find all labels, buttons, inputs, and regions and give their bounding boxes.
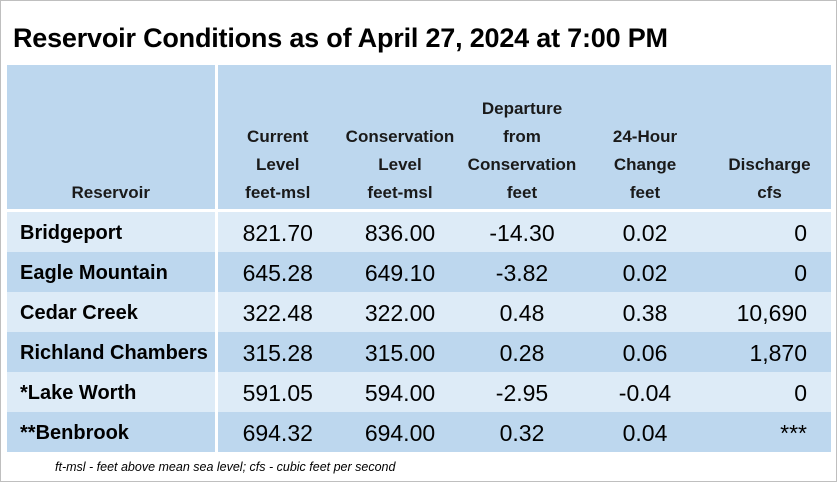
current-level-cell: 315.28 <box>216 332 338 372</box>
discharge-cell: *** <box>708 412 831 452</box>
current-level-cell: 591.05 <box>216 372 338 412</box>
change-cell: 0.04 <box>582 412 708 452</box>
col-header-line: Level <box>256 155 300 174</box>
current-level-cell: 821.70 <box>216 210 338 252</box>
col-header-conservation-level: Conservation Level feet-msl <box>338 65 462 211</box>
col-header-line: 24-Hour <box>612 127 678 146</box>
col-header-24-hour-change: 24-Hour Change feet <box>582 65 708 211</box>
conservation-level-cell: 649.10 <box>338 252 462 292</box>
page-title: Reservoir Conditions as of April 27, 202… <box>13 23 668 53</box>
table-row: **Benbrook 694.32 694.00 0.32 0.04 *** <box>7 412 831 452</box>
col-header-reservoir: Reservoir <box>7 65 218 211</box>
table-row: Cedar Creek 322.48 322.00 0.48 0.38 10,6… <box>7 292 831 332</box>
col-header-line: Conservation <box>345 127 455 146</box>
col-header-line: from <box>503 127 541 146</box>
footnote: ft-msl - feet above mean sea level; cfs … <box>55 460 396 474</box>
col-header-line: cfs <box>757 183 782 202</box>
conservation-level-cell: 836.00 <box>338 210 462 252</box>
conservation-level-cell: 322.00 <box>338 292 462 332</box>
col-header-discharge: Discharge cfs <box>708 65 831 211</box>
table-row: Bridgeport 821.70 836.00 -14.30 0.02 0 <box>7 210 831 252</box>
col-header-departure: Departure from Conservation feet <box>462 65 582 211</box>
change-cell: 0.06 <box>582 332 708 372</box>
col-header-line: Discharge <box>728 155 811 174</box>
discharge-cell: 0 <box>708 252 831 292</box>
col-header-line: Change <box>613 155 677 174</box>
discharge-cell: 0 <box>708 372 831 412</box>
col-header-line: Reservoir <box>71 183 150 202</box>
table-row: Eagle Mountain 645.28 649.10 -3.82 0.02 … <box>7 252 831 292</box>
change-cell: -0.04 <box>582 372 708 412</box>
departure-cell: -14.30 <box>462 210 582 252</box>
departure-cell: -2.95 <box>462 372 582 412</box>
current-level-cell: 694.32 <box>216 412 338 452</box>
discharge-cell: 1,870 <box>708 332 831 372</box>
table-row: Richland Chambers 315.28 315.00 0.28 0.0… <box>7 332 831 372</box>
current-level-cell: 322.48 <box>216 292 338 332</box>
conservation-level-cell: 315.00 <box>338 332 462 372</box>
departure-cell: -3.82 <box>462 252 582 292</box>
reservoir-table: Reservoir Current Level feet-msl Conserv… <box>7 65 831 452</box>
col-header-line: feet-msl <box>245 183 311 202</box>
discharge-cell: 0 <box>708 210 831 252</box>
conservation-level-cell: 694.00 <box>338 412 462 452</box>
departure-cell: 0.28 <box>462 332 582 372</box>
conservation-level-cell: 594.00 <box>338 372 462 412</box>
table-row: *Lake Worth 591.05 594.00 -2.95 -0.04 0 <box>7 372 831 412</box>
change-cell: 0.02 <box>582 210 708 252</box>
change-cell: 0.38 <box>582 292 708 332</box>
col-header-line: Conservation <box>467 155 577 174</box>
col-header-line: Departure <box>481 99 563 118</box>
reservoir-name: *Lake Worth <box>7 372 218 412</box>
col-header-line: Level <box>378 155 422 174</box>
reservoir-name: Eagle Mountain <box>7 252 218 292</box>
col-header-line: feet <box>506 183 538 202</box>
header-row: Reservoir Current Level feet-msl Conserv… <box>7 65 831 211</box>
change-cell: 0.02 <box>582 252 708 292</box>
departure-cell: 0.48 <box>462 292 582 332</box>
current-level-cell: 645.28 <box>216 252 338 292</box>
reservoir-name: Richland Chambers <box>7 332 218 372</box>
reservoir-name: Bridgeport <box>7 210 218 252</box>
col-header-line: feet-msl <box>367 183 433 202</box>
col-header-line: feet <box>629 183 661 202</box>
col-header-current-level: Current Level feet-msl <box>216 65 338 211</box>
reservoir-name: **Benbrook <box>7 412 218 452</box>
col-header-line: Current <box>247 127 309 146</box>
reservoir-name: Cedar Creek <box>7 292 218 332</box>
departure-cell: 0.32 <box>462 412 582 452</box>
discharge-cell: 10,690 <box>708 292 831 332</box>
